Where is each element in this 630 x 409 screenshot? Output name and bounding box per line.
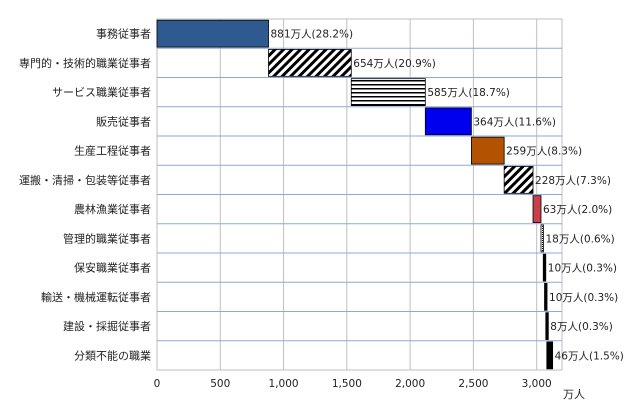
bar: [424, 107, 472, 136]
gridlines: [156, 18, 563, 371]
x-tick-label: 1,000: [269, 378, 299, 390]
bar: [532, 195, 542, 223]
data-label: 259万人(8.3%): [506, 146, 582, 158]
category-label: 建設・採掘従事者: [63, 319, 151, 333]
category-label: 事務従事者: [96, 27, 151, 41]
category-label: 保安職業従事者: [74, 261, 151, 275]
data-label: 63万人(2.0%): [543, 204, 612, 216]
data-label: 10万人(0.3%): [548, 263, 617, 275]
x-tick-label: 3,000: [522, 378, 552, 390]
category-label: 分類不能の職業: [74, 348, 151, 362]
category-label: 管理的職業従事者: [63, 231, 151, 245]
category-label: 専門的・技術的職業従事者: [19, 56, 151, 70]
category-label: 販売従事者: [96, 115, 151, 128]
category-label: 運搬・清掃・包装等従事者: [19, 173, 151, 187]
x-tick-label: 500: [210, 378, 230, 390]
data-label: 585万人(18.7%): [427, 87, 510, 99]
data-label: 10万人(0.3%): [549, 292, 618, 304]
bar: [503, 166, 534, 194]
category-labels: 事務従事者専門的・技術的職業従事者サービス職業従事者販売従事者生産工程従事者運搬…: [19, 27, 151, 363]
value-labels: 881万人(28.2%) 654万人(20.9%) 585万人(18.7%) 364万…: [271, 29, 624, 363]
bar: [540, 224, 544, 253]
data-label: 228万人(7.3%): [535, 175, 611, 187]
bar: [470, 136, 505, 165]
data-label: 8万人(0.3%): [550, 321, 613, 333]
bar: [156, 19, 269, 48]
category-label: 農林漁業従事者: [74, 202, 151, 216]
x-axis-unit: 万人: [563, 388, 585, 401]
category-label: サービス職業従事者: [52, 86, 151, 99]
x-tick-label: 1,500: [332, 378, 362, 390]
x-tick-label: 2,000: [395, 378, 425, 390]
data-label: 18万人(0.6%): [545, 233, 614, 245]
x-tick-label: 2,500: [458, 378, 488, 390]
x-axis-ticks: 0 500 1,000 1,500 2,000 2,500 3,000: [154, 378, 552, 390]
bar: [546, 341, 554, 370]
data-label: 46万人(1.5%): [555, 350, 624, 362]
bar: [268, 49, 352, 77]
bar: [544, 283, 548, 311]
category-label: 生産工程従事者: [74, 144, 151, 158]
bar: [545, 312, 549, 340]
x-tick-label: 0: [154, 378, 161, 390]
data-label: 364万人(11.6%): [473, 116, 556, 128]
bar: [350, 78, 426, 106]
bars: [156, 19, 554, 370]
data-label: 654万人(20.9%): [353, 58, 436, 70]
category-label: 輸送・機械運転従事者: [41, 290, 151, 304]
bar: [542, 253, 547, 282]
data-label: 881万人(28.2%): [271, 29, 354, 41]
